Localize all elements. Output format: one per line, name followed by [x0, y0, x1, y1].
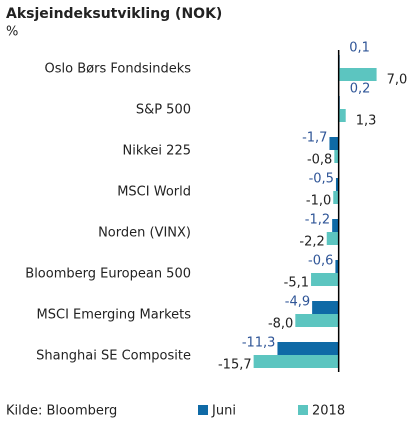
value-label: -8,0	[268, 317, 293, 332]
value-label: -0,6	[308, 254, 333, 269]
legend-label: Juni	[211, 404, 236, 419]
bar	[334, 150, 339, 163]
value-label: -2,2	[299, 235, 324, 250]
value-label: 0,2	[350, 82, 371, 97]
category-label: MSCI World	[117, 185, 191, 200]
value-label: -0,8	[307, 153, 332, 168]
value-label: -1,2	[305, 213, 330, 228]
value-label: 1,3	[356, 114, 377, 129]
value-label: -5,1	[284, 276, 309, 291]
value-label: -1,7	[302, 131, 327, 146]
category-label: Bloomberg European 500	[25, 267, 191, 282]
bar	[333, 191, 339, 204]
legend-swatch	[198, 405, 208, 415]
category-label: Oslo Børs Fondsindeks	[45, 62, 192, 77]
chart-subtitle: %	[6, 25, 18, 40]
bar	[335, 178, 339, 191]
category-label: MSCI Emerging Markets	[37, 308, 192, 323]
bar	[253, 355, 339, 368]
bar	[335, 260, 339, 273]
bar	[329, 137, 339, 150]
bar	[312, 301, 339, 314]
value-label: -1,0	[306, 194, 331, 209]
source: Kilde: Bloomberg	[6, 404, 117, 419]
value-label: -15,7	[218, 358, 252, 373]
legend-label: 2018	[312, 404, 345, 419]
bar	[277, 342, 339, 355]
bar	[295, 314, 339, 327]
bar	[326, 232, 339, 245]
bar	[311, 273, 339, 286]
value-label: 0,1	[349, 41, 370, 56]
value-label: 7,0	[387, 73, 408, 88]
value-label: -11,3	[242, 336, 276, 351]
category-label: Nikkei 225	[123, 144, 192, 159]
category-label: Norden (VINX)	[98, 226, 191, 241]
chart-title: Aksjeindeksutvikling (NOK)	[6, 6, 222, 22]
category-label: Shanghai SE Composite	[36, 349, 191, 364]
value-label: -0,5	[309, 172, 334, 187]
value-label: -4,9	[285, 295, 310, 310]
legend-swatch	[298, 405, 308, 415]
category-label: S&P 500	[136, 103, 191, 118]
bar	[338, 109, 346, 122]
bar	[332, 219, 339, 232]
bar	[338, 68, 377, 81]
